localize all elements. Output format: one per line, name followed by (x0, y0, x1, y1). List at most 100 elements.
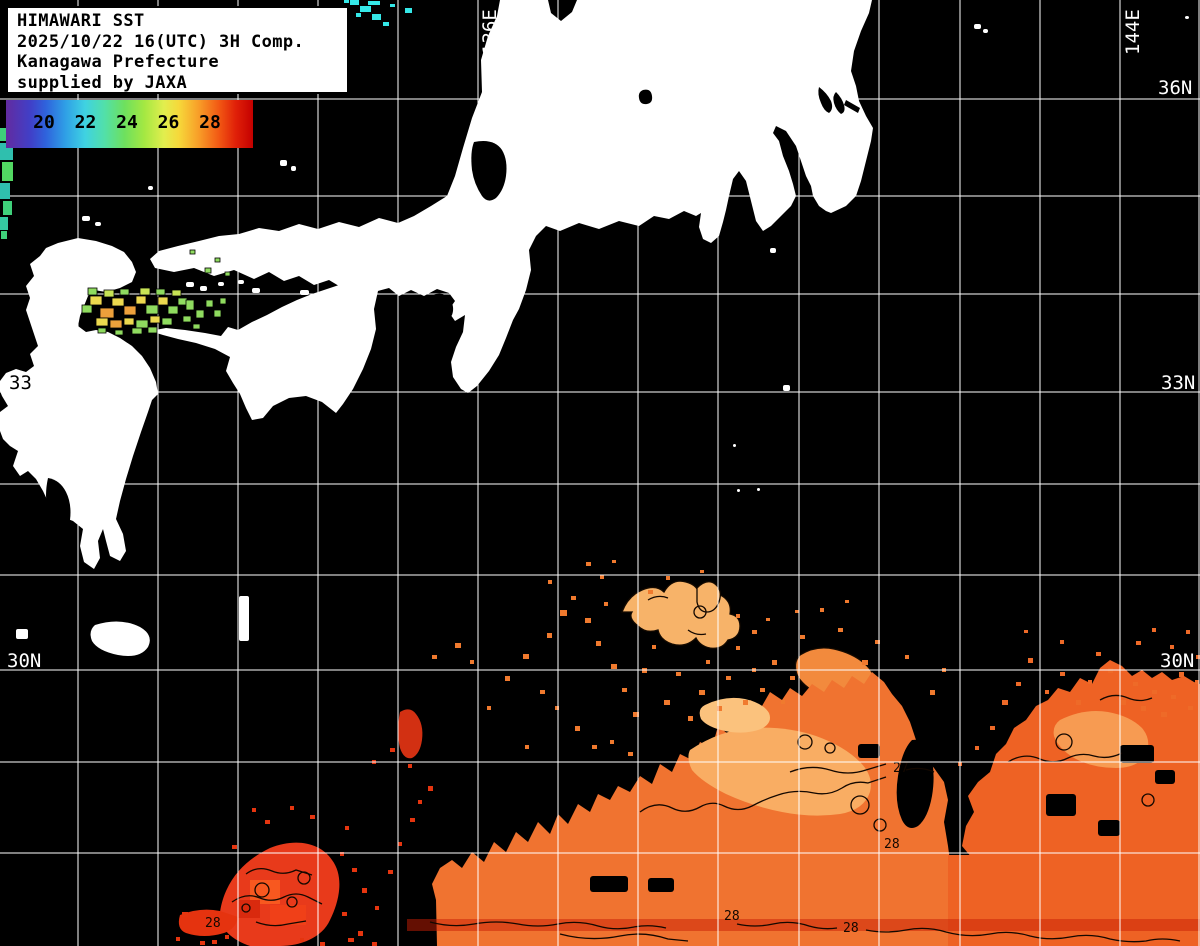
sst-speck (838, 628, 843, 632)
contour-loop (873, 818, 887, 832)
water-feature (833, 92, 845, 114)
sst-speck (990, 726, 995, 730)
island (252, 288, 260, 293)
contour-line (639, 776, 887, 813)
info-datetime: 2025/10/22 16(UTC) 3H Comp. (17, 31, 305, 52)
sst-cool-pixel (0, 183, 10, 199)
sst-blob-patch-d-arm (696, 581, 721, 613)
contour-label: 28 (724, 909, 740, 924)
sst-speck (1152, 690, 1157, 694)
sst-speck (726, 676, 731, 680)
sst-contours: 27 28 28 28 28 (205, 595, 1181, 943)
cloud-hole (590, 876, 628, 892)
sst-blob-cluster-a-cell3 (238, 900, 260, 918)
contour-loop (850, 795, 870, 815)
sst-speck (505, 676, 510, 681)
water-feature (638, 89, 653, 105)
sst-speck (736, 646, 740, 650)
sst-speck (781, 700, 785, 704)
contour-line (559, 933, 689, 942)
island (757, 488, 760, 491)
colorbar-tick-label: 22 (74, 112, 97, 133)
grid-label-36n: 36N (1158, 77, 1192, 99)
sst-speck (352, 868, 357, 872)
sst-speck (752, 630, 757, 634)
sst-speck (706, 660, 710, 664)
sst-speck (795, 610, 799, 613)
sst-speck (800, 635, 805, 639)
sst-speck (300, 938, 304, 942)
sst-mosaic-cell (135, 319, 149, 329)
sst-mosaic-cell (195, 309, 205, 319)
sst-speck (340, 852, 344, 856)
sst-speck (596, 641, 601, 646)
sst-speck (688, 716, 693, 721)
colorbar-tick-label: 20 (33, 112, 55, 133)
sst-speck (345, 826, 349, 830)
contour-line (1099, 694, 1153, 702)
sst-speck (575, 726, 580, 731)
sst-speck (1045, 690, 1049, 694)
sst-cold-speck (344, 0, 349, 3)
sst-speck (555, 706, 559, 710)
sst-mosaic-cell (204, 267, 212, 274)
sst-speck (628, 752, 633, 756)
sst-speck (664, 700, 670, 705)
sst-speck (560, 610, 567, 616)
water-feature (844, 100, 860, 113)
sst-speck (372, 942, 377, 946)
contour-line (905, 767, 935, 773)
colorbar-tick-label: 28 (199, 112, 221, 133)
sst-speck (192, 930, 197, 934)
sst-speck (362, 888, 367, 893)
sst-speck (1060, 672, 1065, 676)
island (983, 29, 988, 33)
sst-speck (845, 600, 849, 603)
sst-mosaic-cell (119, 288, 130, 296)
sst-mosaic-cell (89, 295, 103, 306)
island (239, 596, 249, 641)
contour-loop (241, 903, 251, 913)
land-yakushima (90, 621, 150, 656)
island (783, 385, 790, 391)
sst-mosaic-cell (182, 315, 192, 323)
sst-cold-speck (372, 14, 381, 20)
sst-speck (358, 931, 363, 936)
contour-loop (693, 605, 707, 619)
sst-mosaic-cell (81, 304, 93, 314)
sst-speck (1088, 680, 1092, 684)
sst-speck (622, 688, 627, 692)
sst-cold-speck (356, 13, 361, 17)
info-box: HIMAWARI SST 2025/10/22 16(UTC) 3H Comp.… (6, 6, 349, 94)
sst-speck (1120, 700, 1126, 705)
sst-mosaic-cell (123, 317, 135, 326)
water-feature (818, 87, 833, 113)
sst-speck (1024, 630, 1028, 633)
contour-label: 28 (205, 916, 221, 931)
grid-label-30n: 30N (1160, 650, 1194, 672)
island (238, 280, 244, 284)
sst-speck (604, 602, 608, 606)
sst-mosaic-cell (135, 295, 147, 305)
sst-speck (1152, 628, 1156, 632)
sst-speck (290, 806, 294, 810)
sst-speck (540, 690, 545, 694)
contour-label: 28 (884, 837, 900, 852)
island (291, 166, 296, 171)
info-source: supplied by JAXA (17, 72, 188, 93)
island (974, 24, 981, 29)
sst-speck (743, 700, 748, 705)
contour-loop (297, 871, 311, 885)
contour-loop (286, 896, 298, 908)
sst-speck (1076, 700, 1081, 705)
sst-speck (1170, 645, 1174, 649)
contour-line (865, 927, 1181, 943)
island (356, 295, 363, 299)
island (16, 629, 28, 639)
sst-speck (225, 935, 229, 939)
sst-speck (182, 912, 188, 917)
sst-speck (470, 660, 474, 664)
sst-speck (525, 745, 529, 749)
colorbar-legend: 20 22 24 26 28 (6, 100, 253, 148)
